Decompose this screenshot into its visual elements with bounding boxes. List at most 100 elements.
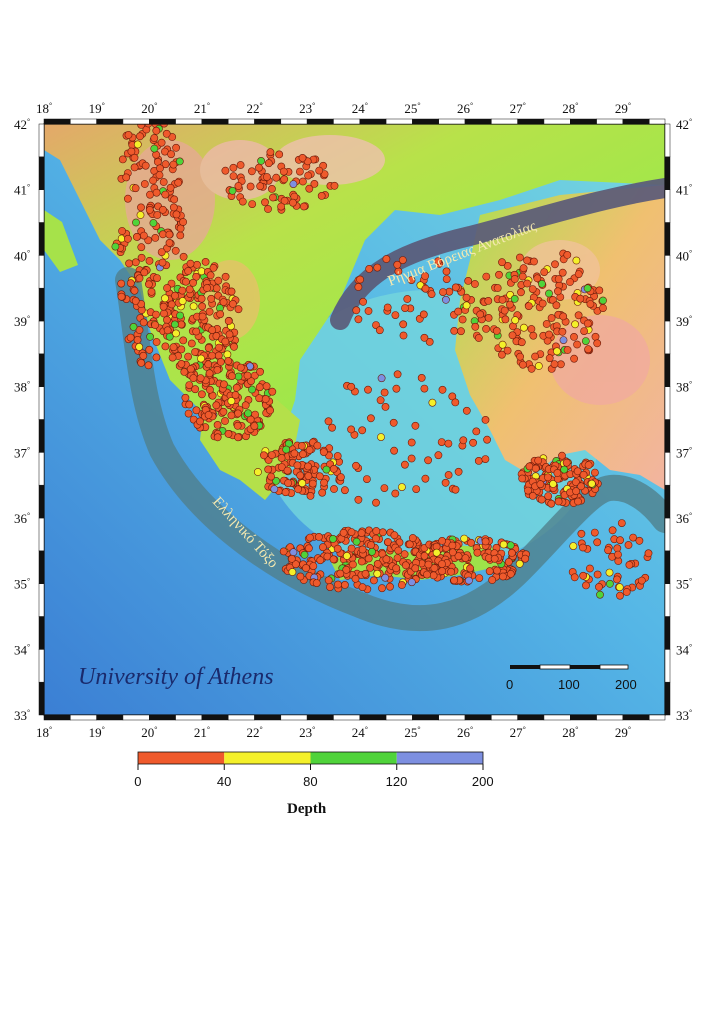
earthquake-epicentre [521, 554, 530, 563]
earthquake-epicentre [208, 326, 217, 334]
earthquake-epicentre [152, 188, 161, 197]
earthquake-epicentre [391, 489, 400, 498]
earthquake-epicentre [538, 279, 546, 288]
earthquake-epicentre [127, 147, 136, 156]
earthquake-epicentre [284, 479, 292, 487]
earthquake-epicentre [178, 286, 187, 295]
earthquake-epicentre [352, 461, 360, 470]
earthquake-epicentre [484, 296, 493, 305]
earthquake-epicentre [498, 340, 507, 349]
frame-segment-bottom [570, 714, 597, 721]
earthquake-epicentre [193, 260, 201, 269]
earthquake-epicentre [529, 331, 538, 340]
frame-segment-left [38, 517, 45, 552]
earthquake-epicentre [606, 579, 614, 588]
earthquake-epicentre [420, 333, 429, 342]
degree-mark: ° [689, 445, 692, 454]
frame-segment-bottom [122, 714, 150, 721]
earthquake-epicentre [180, 367, 189, 376]
earthquake-epicentre [151, 321, 159, 329]
earthquake-epicentre [358, 583, 367, 592]
earthquake-epicentre [393, 260, 402, 269]
earthquake-epicentre [625, 561, 634, 569]
earthquake-epicentre [488, 576, 497, 584]
earthquake-epicentre [160, 124, 168, 128]
earthquake-epicentre [534, 456, 543, 465]
earthquake-epicentre [408, 534, 417, 542]
earthquake-epicentre [304, 462, 312, 471]
earthquake-epicentre [171, 291, 179, 300]
latitude-label-right: 36° [676, 511, 692, 526]
earthquake-epicentre [439, 288, 447, 296]
earthquake-epicentre [411, 564, 420, 573]
map-frame: Ρήγμα Βόρειας Ανατολίας Ελληνικό Τόξο Un… [44, 124, 665, 715]
earthquake-epicentre [277, 454, 286, 462]
earthquake-epicentre [563, 346, 572, 354]
earthquake-epicentre [161, 160, 170, 169]
frame-segment-left [38, 353, 45, 387]
degree-mark: ° [689, 642, 692, 651]
earthquake-epicentre [189, 302, 198, 311]
earthquake-epicentre [126, 333, 135, 342]
earthquake-epicentre [378, 584, 386, 593]
earthquake-epicentre [549, 479, 557, 488]
earthquake-epicentre [398, 256, 407, 264]
earthquake-epicentre [577, 482, 585, 491]
earthquake-epicentre [181, 277, 190, 286]
earthquake-epicentre [320, 478, 328, 487]
earthquake-epicentre [351, 574, 360, 583]
earthquake-epicentre [229, 163, 238, 172]
earthquake-epicentre [381, 573, 390, 582]
earthquake-epicentre [170, 320, 179, 329]
earthquake-epicentre [507, 549, 516, 557]
earthquake-epicentre [187, 339, 196, 348]
frame-segment-bottom [201, 714, 229, 721]
earthquake-epicentre [279, 167, 288, 176]
earthquake-epicentre [246, 182, 255, 191]
earthquake-epicentre [279, 547, 288, 556]
degree-mark: ° [27, 183, 30, 192]
earthquake-epicentre [579, 470, 588, 479]
earthquake-epicentre [591, 468, 599, 477]
earthquake-epicentre [130, 286, 139, 295]
frame-segment-right [664, 123, 671, 158]
colorbar-bin [310, 752, 397, 764]
earthquake-epicentre [234, 182, 243, 190]
earthquake-epicentre [146, 190, 154, 199]
earthquake-epicentre [315, 166, 324, 175]
earthquake-epicentre [542, 320, 551, 328]
earthquake-epicentre [124, 130, 133, 139]
earthquake-epicentre [644, 549, 653, 558]
frame-segment-bottom [412, 714, 439, 721]
frame-segment-bottom [517, 714, 545, 721]
earthquake-epicentre [198, 312, 207, 321]
latitude-label-left: 36° [14, 511, 30, 526]
earthquake-epicentre [155, 171, 164, 179]
earthquake-epicentre [247, 167, 256, 176]
earthquake-epicentre [133, 140, 142, 149]
earthquake-epicentre [297, 441, 306, 450]
earthquake-epicentre [272, 476, 280, 485]
frame-segment-bottom [43, 714, 71, 721]
colorbar-bin [138, 752, 225, 764]
earthquake-epicentre [281, 488, 290, 497]
degree-mark: ° [470, 101, 473, 110]
earthquake-epicentre [604, 546, 612, 555]
earthquake-epicentre [438, 385, 447, 394]
earthquake-epicentre [151, 233, 160, 242]
earthquake-epicentre [403, 295, 412, 303]
earthquake-epicentre [524, 486, 532, 495]
earthquake-epicentre [124, 234, 132, 243]
earthquake-epicentre [329, 464, 338, 473]
earthquake-epicentre [157, 138, 166, 147]
longitude-label-top: 26° [457, 101, 473, 116]
earthquake-epicentre [163, 284, 171, 292]
earthquake-epicentre [328, 423, 336, 432]
earthquake-epicentre [559, 336, 568, 344]
earthquake-epicentre [432, 548, 441, 557]
earthquake-epicentre [122, 173, 131, 182]
frame-segment-top [570, 118, 597, 125]
earthquake-epicentre [454, 307, 463, 316]
earthquake-epicentre [198, 302, 206, 311]
earthquake-epicentre [430, 564, 439, 572]
